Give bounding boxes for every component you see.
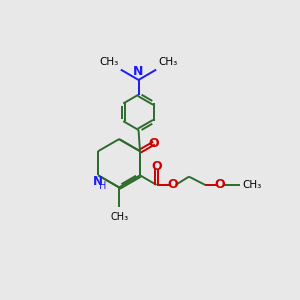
Text: CH₃: CH₃: [111, 212, 129, 222]
Text: N: N: [133, 65, 144, 78]
Text: CH₃: CH₃: [242, 180, 262, 190]
Text: N: N: [93, 175, 103, 188]
Text: O: O: [151, 160, 162, 173]
Text: H: H: [100, 181, 107, 190]
Text: CH₃: CH₃: [158, 57, 178, 67]
Text: O: O: [149, 136, 159, 150]
Text: CH₃: CH₃: [99, 57, 119, 67]
Text: O: O: [214, 178, 225, 191]
Text: O: O: [167, 178, 178, 191]
